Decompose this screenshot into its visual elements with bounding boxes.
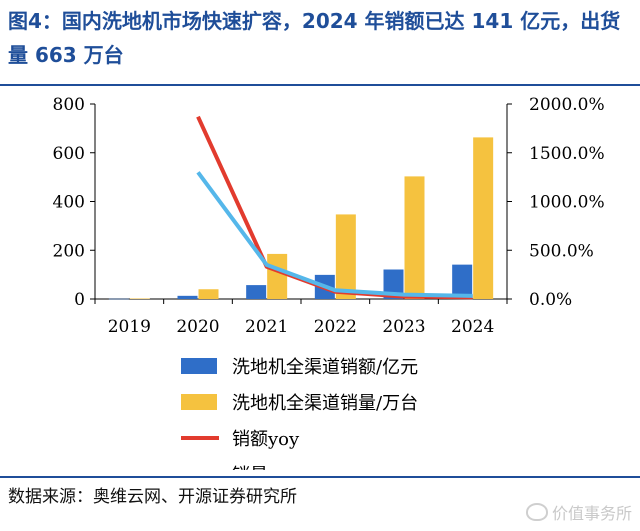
bar-sales-volume <box>473 137 494 299</box>
y-left-tick-label: 0 <box>74 290 85 310</box>
legend-value-yoy-label: 销额yoy <box>232 429 300 450</box>
legend-sales-value-label: 洗地机全渠道销额/亿元 <box>232 357 418 378</box>
y-right-tick-label: 0.0% <box>529 290 572 310</box>
bar-sales-volume <box>335 214 356 299</box>
bar-sales-volume <box>404 176 425 299</box>
weibo-icon <box>525 503 548 521</box>
x-tick-label: 2021 <box>245 317 288 337</box>
bar-sales-volume <box>198 289 219 299</box>
y-left-tick-label: 200 <box>53 241 85 261</box>
y-left-tick-label: 800 <box>53 95 85 115</box>
bar-sales-value <box>452 264 473 299</box>
legend-volume-yoy-label: 销量yoy <box>232 465 300 470</box>
x-tick-label: 2024 <box>451 317 494 337</box>
line-sales-volume-yoy <box>196 171 473 298</box>
x-tick-label: 2020 <box>176 317 219 337</box>
x-tick-label: 2023 <box>382 317 425 337</box>
source-note: 数据来源：奥维云网、开源证券研究所 <box>8 487 297 507</box>
bar-sales-volume <box>129 298 150 300</box>
chart: 0 200 400 600 800 0.0% 500.0% 1000.0% 1500.0% 200… <box>53 95 605 470</box>
x-tick-label: 2019 <box>108 317 151 337</box>
watermark: 价值事务所 <box>525 500 632 524</box>
watermark-text: 价值事务所 <box>551 504 632 523</box>
legend-sales-volume-swatch <box>181 394 217 410</box>
bar-sales-value <box>177 295 198 299</box>
y-left-tick-label: 400 <box>53 193 85 213</box>
y-left-tick-label: 600 <box>53 144 85 164</box>
y-right-tick-label: 2000.0% <box>529 95 605 115</box>
y-right-tick-label: 1500.0% <box>529 144 605 164</box>
x-tick-label: 2022 <box>314 317 357 337</box>
y-right-tick-label: 1000.0% <box>529 193 605 213</box>
y-right-tick-label: 500.0% <box>529 241 594 261</box>
figure-title: 图4：国内洗地机市场快速扩容，2024 年销额已达 141 亿元，出货量 663… <box>8 9 621 67</box>
legend-sales-value-swatch <box>181 358 217 374</box>
legend-sales-volume-label: 洗地机全渠道销量/万台 <box>232 393 418 414</box>
title-rule <box>0 84 640 86</box>
bar-sales-volume <box>267 253 288 299</box>
bar-sales-value <box>108 298 129 300</box>
source-rule <box>0 476 640 478</box>
line-sales-value-yoy <box>196 115 473 300</box>
bar-sales-value <box>246 285 267 299</box>
